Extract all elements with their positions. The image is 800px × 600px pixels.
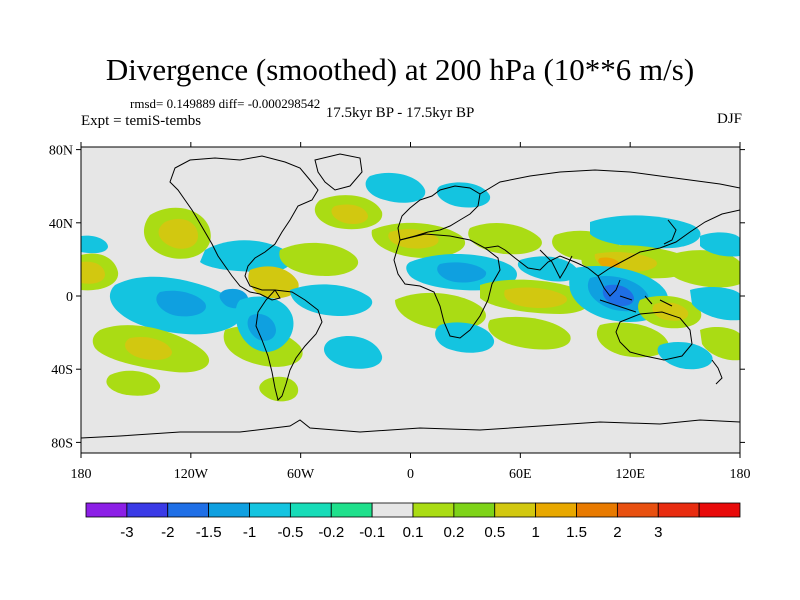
coastline-southeast-asia bbox=[597, 275, 621, 297]
field-blob bbox=[504, 287, 568, 308]
colorbar-label: 0.1 bbox=[403, 524, 424, 541]
axis-ticks: 80N 40N 0 40S 80S 180 120W 60W 0 60E 120E 180 bbox=[49, 142, 751, 482]
field-blob bbox=[247, 313, 276, 341]
colorbar-swatch bbox=[453, 502, 496, 518]
field-blob bbox=[665, 250, 740, 288]
field-blob bbox=[437, 262, 487, 283]
colorbar-swatch bbox=[85, 502, 128, 518]
colorbar-label: -1 bbox=[243, 524, 256, 541]
lat-tick-label: 0 bbox=[66, 290, 73, 305]
colorbar-label: 2 bbox=[613, 524, 621, 541]
field-blob bbox=[290, 284, 373, 316]
coastline-europe bbox=[397, 185, 481, 241]
field-blob bbox=[158, 218, 198, 249]
field-blob bbox=[590, 215, 701, 249]
field-blob bbox=[125, 336, 172, 360]
colorbar-swatch bbox=[576, 502, 618, 518]
field-blob bbox=[365, 172, 426, 203]
field-blob bbox=[657, 342, 713, 370]
colorbar-label: -2 bbox=[161, 524, 174, 541]
field-blob bbox=[700, 327, 740, 361]
field-blob bbox=[81, 235, 108, 254]
lat-tick-label: 80N bbox=[49, 144, 73, 159]
coastline-asia bbox=[479, 169, 740, 277]
field-blob bbox=[468, 223, 542, 255]
stats-label: rmsd= 0.149889 diff= -0.000298542 bbox=[130, 96, 321, 111]
field-blob bbox=[279, 242, 359, 276]
colorbar-swatch bbox=[126, 502, 169, 518]
colorbar: -3 -2 -1.5 -1 -0.5 -0.2 -0.1 0.1 0.2 0.5 1 1.5 2 3 bbox=[85, 502, 741, 541]
colorbar-swatch bbox=[698, 502, 741, 518]
colorbar-swatch bbox=[167, 502, 210, 518]
colorbar-label: -3 bbox=[120, 524, 133, 541]
field-blob bbox=[700, 232, 740, 257]
field-blob bbox=[156, 290, 206, 317]
experiment-label: Expt = temiS-tembs bbox=[81, 113, 202, 129]
colorbar-swatch bbox=[412, 502, 455, 518]
colorbar-swatch bbox=[616, 502, 659, 518]
colorbar-swatch bbox=[208, 502, 250, 518]
field-blob bbox=[488, 316, 571, 350]
coastline-africa bbox=[393, 233, 501, 339]
colorbar-label: 0.5 bbox=[484, 524, 505, 541]
lon-tick-label: 60E bbox=[509, 467, 532, 482]
colorbar-swatch bbox=[371, 502, 414, 518]
coastline-north-america bbox=[169, 155, 319, 301]
coastline-greenland bbox=[314, 153, 363, 191]
colorbar-label: -0.5 bbox=[277, 524, 303, 541]
colorbar-label: -0.2 bbox=[318, 524, 344, 541]
coastline-new-zealand bbox=[711, 359, 723, 385]
field-blob bbox=[106, 370, 161, 396]
coastlines bbox=[81, 153, 740, 439]
field-blob bbox=[436, 182, 491, 208]
coastline-indonesia bbox=[599, 295, 673, 313]
period-label: 17.5kyr BP - 17.5kyr BP bbox=[325, 105, 475, 121]
plot-title: Divergence (smoothed) at 200 hPa (10**6 … bbox=[105, 52, 695, 87]
lat-tick-label: 80S bbox=[51, 436, 73, 451]
coastline-antarctica bbox=[81, 419, 740, 439]
colorbar-swatch bbox=[494, 502, 537, 518]
colorbar-label: -1.5 bbox=[196, 524, 222, 541]
lat-tick-label: 40N bbox=[49, 217, 73, 232]
coastline-india bbox=[539, 249, 573, 280]
field-blob bbox=[652, 302, 689, 321]
colorbar-swatch bbox=[657, 502, 700, 518]
colorbar-label: 0.2 bbox=[443, 524, 464, 541]
lon-tick-label: 120W bbox=[174, 467, 209, 482]
colorbar-label: -0.1 bbox=[359, 524, 385, 541]
lon-tick-label: 0 bbox=[407, 467, 414, 482]
colorbar-swatch bbox=[535, 502, 577, 518]
field-blob bbox=[395, 292, 486, 330]
field-blob bbox=[596, 322, 669, 358]
coastline-australia bbox=[615, 311, 693, 361]
coastline-south-america bbox=[255, 289, 323, 401]
field-blob bbox=[517, 256, 579, 282]
season-label: DJF bbox=[716, 111, 742, 127]
colorbar-swatch bbox=[249, 502, 291, 518]
field-blob bbox=[248, 266, 299, 299]
lon-tick-label: 60W bbox=[287, 467, 315, 482]
field-blob bbox=[331, 204, 368, 224]
colorbar-label: 3 bbox=[654, 524, 662, 541]
lon-tick-label: 180 bbox=[71, 467, 92, 482]
lat-tick-label: 40S bbox=[51, 363, 73, 378]
colorbar-swatch bbox=[330, 502, 373, 518]
field-blob bbox=[259, 376, 299, 402]
colorbar-label: 1.5 bbox=[566, 524, 587, 541]
divergence-field bbox=[81, 172, 740, 402]
coastline-japan bbox=[663, 219, 677, 245]
field-blob bbox=[690, 287, 740, 321]
lon-tick-label: 120E bbox=[615, 467, 645, 482]
field-blob bbox=[81, 261, 105, 284]
colorbar-swatch bbox=[289, 502, 332, 518]
lon-tick-label: 180 bbox=[730, 467, 751, 482]
field-blob bbox=[323, 335, 383, 369]
field-blob bbox=[602, 284, 634, 306]
colorbar-label: 1 bbox=[531, 524, 539, 541]
field-blob bbox=[435, 322, 495, 353]
